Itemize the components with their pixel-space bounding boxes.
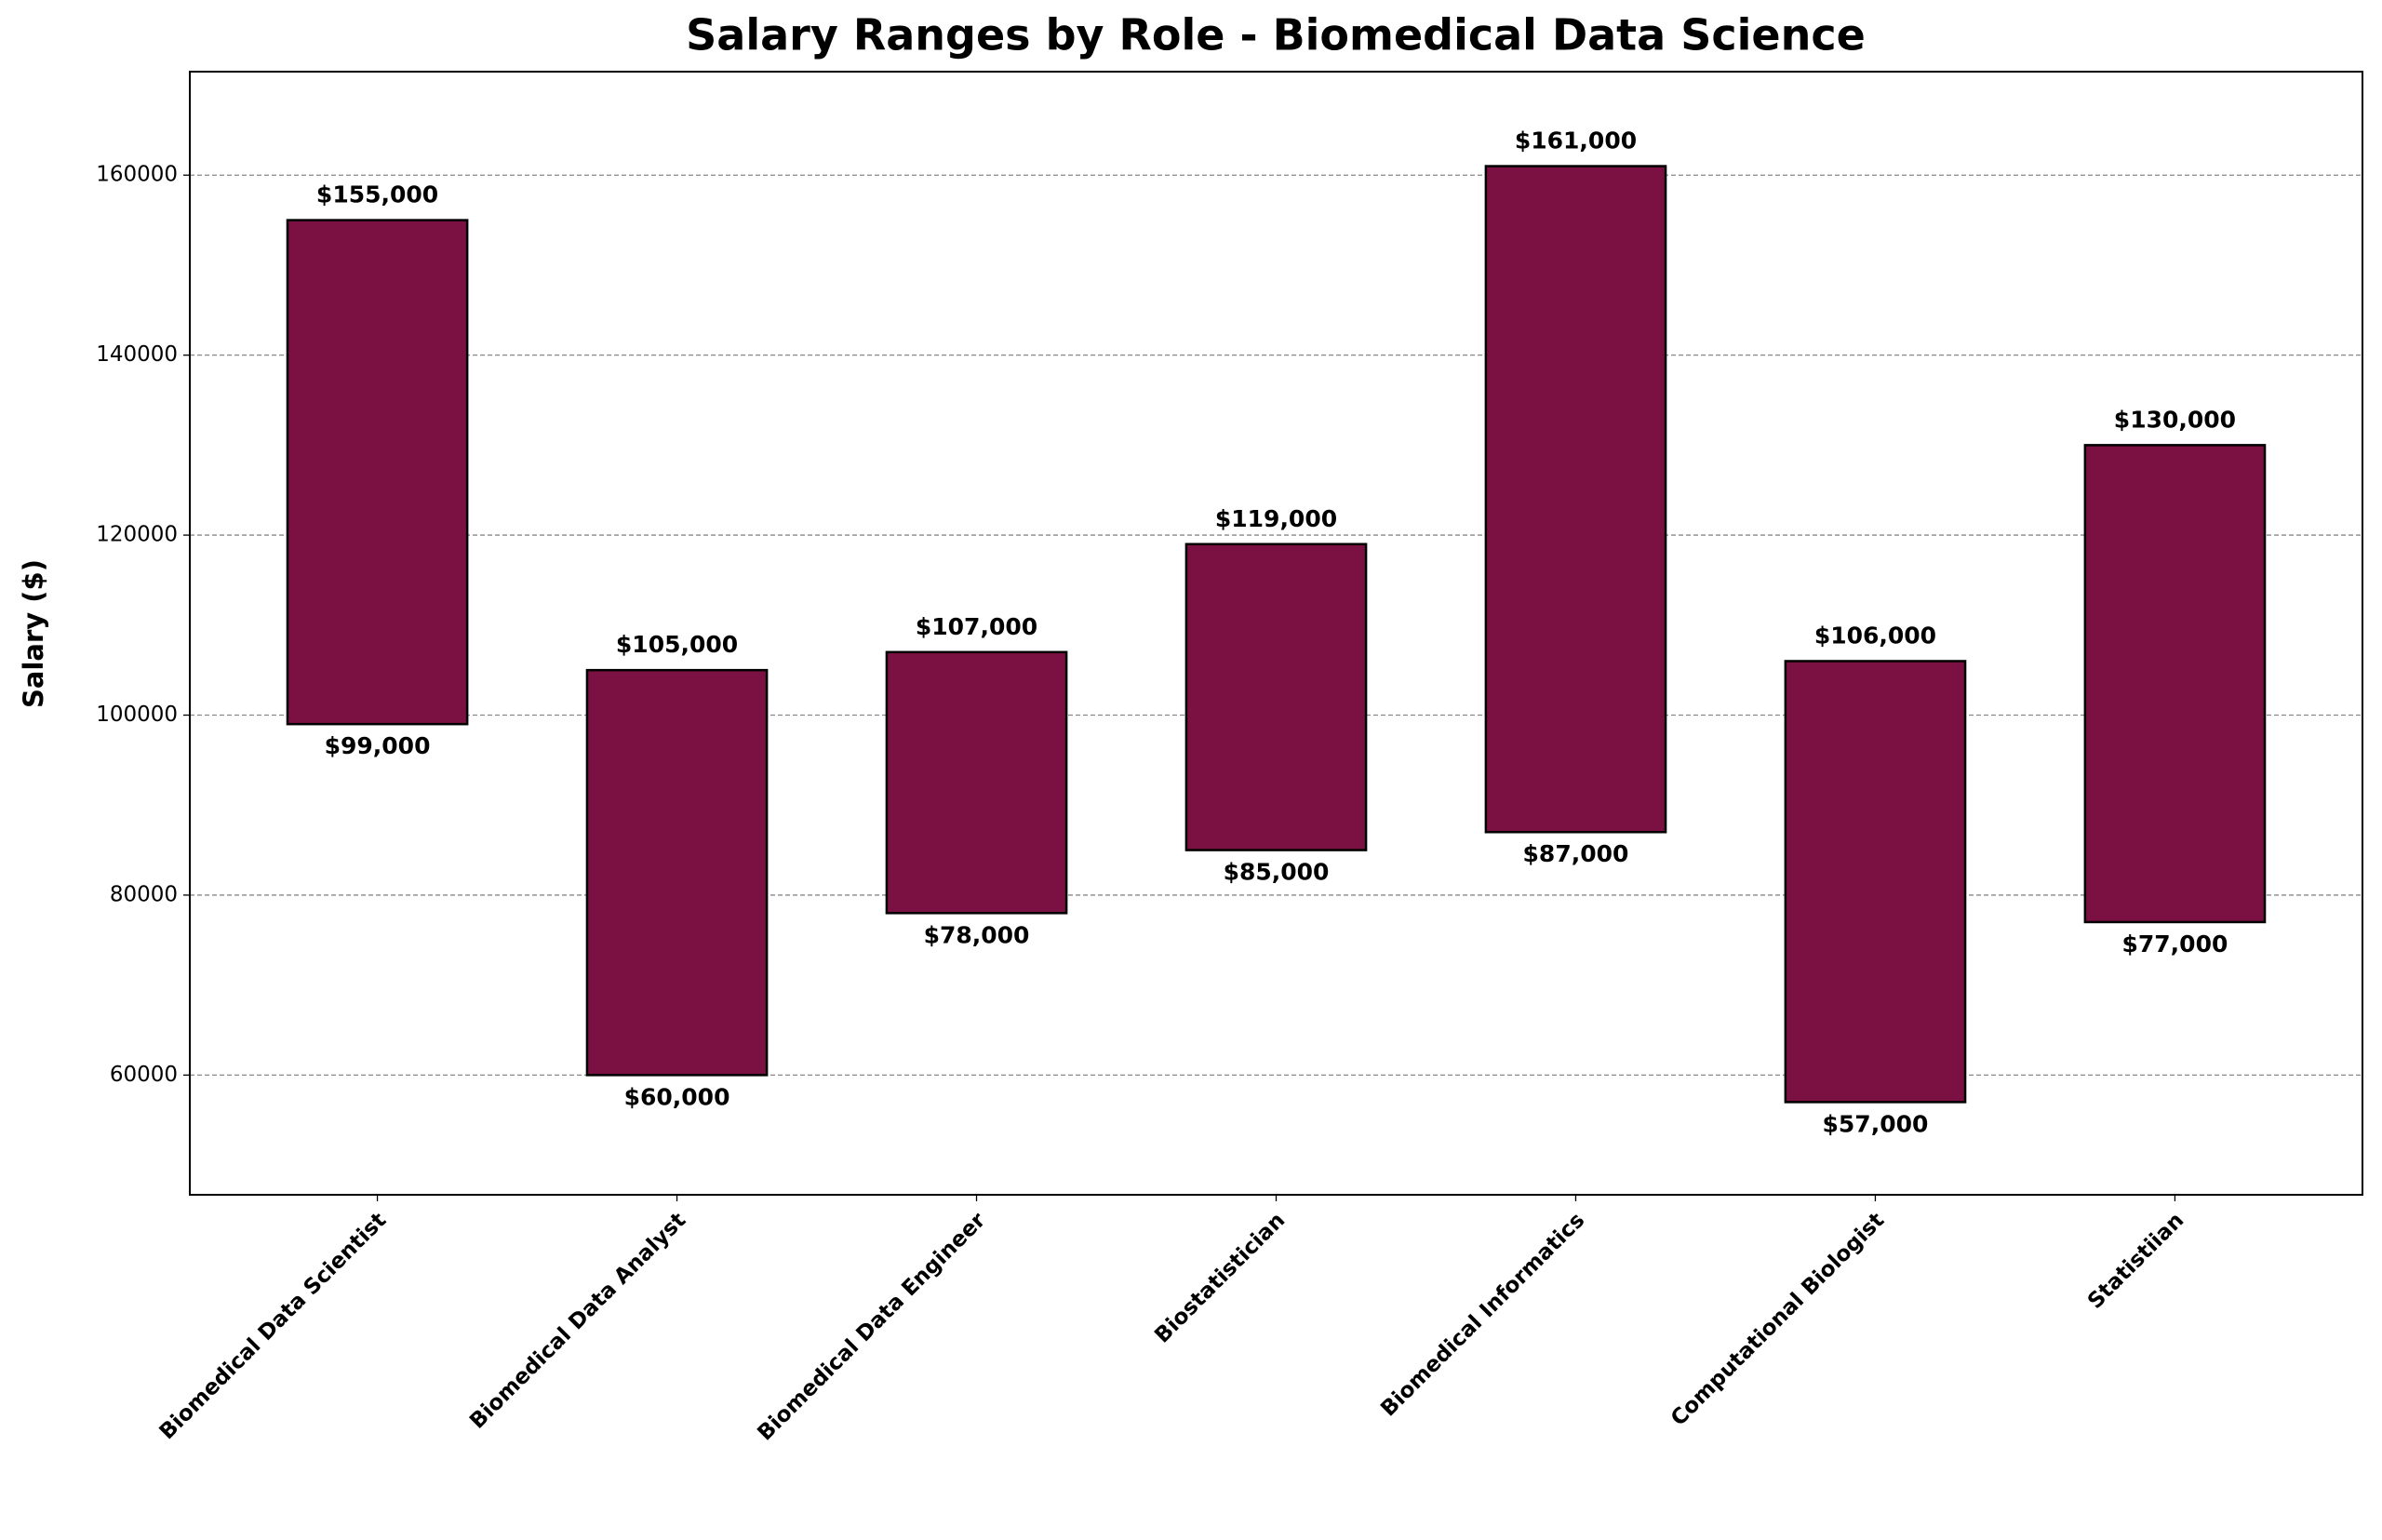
range-bar — [885, 650, 1068, 915]
low-value-label: $78,000 — [924, 921, 1030, 948]
y-tick-label: 60000 — [110, 1063, 178, 1087]
high-value-label: $119,000 — [1215, 505, 1337, 532]
high-value-label: $155,000 — [316, 181, 438, 208]
x-tick-label: Biomedical Data Analyst — [465, 1208, 690, 1433]
range-bar — [585, 668, 769, 1077]
range-bar — [1784, 660, 1967, 1104]
high-value-label: $130,000 — [2114, 406, 2236, 433]
range-bar — [1484, 165, 1667, 834]
low-value-label: $87,000 — [1523, 840, 1629, 867]
range-bar — [2083, 444, 2267, 924]
range-bar — [1184, 542, 1368, 851]
range-bar — [286, 219, 469, 726]
low-value-label: $99,000 — [325, 732, 431, 759]
x-tick-label: Biomedical Informatics — [1376, 1208, 1589, 1421]
high-value-label: $105,000 — [616, 631, 738, 658]
x-tick-label: Biostatistician — [1150, 1208, 1290, 1347]
chart-title: Salary Ranges by Role - Biomedical Data … — [686, 10, 1866, 60]
low-value-label: $60,000 — [624, 1083, 730, 1110]
x-tick-label: Computational Biologist — [1666, 1208, 1889, 1430]
y-tick-label: 120000 — [96, 523, 178, 547]
y-tick-label: 100000 — [96, 703, 178, 727]
y-tick-label: 140000 — [96, 342, 178, 367]
axes-frame — [189, 71, 2363, 1196]
y-tick-label: 80000 — [110, 882, 178, 906]
y-axis-label: Salary ($) — [18, 559, 49, 708]
high-value-label: $161,000 — [1515, 127, 1637, 154]
x-tick-label: Biomedical Data Engineer — [753, 1208, 990, 1445]
low-value-label: $85,000 — [1224, 859, 1330, 886]
low-value-label: $77,000 — [2122, 931, 2228, 957]
high-value-label: $107,000 — [916, 613, 1037, 640]
low-value-label: $57,000 — [1823, 1110, 1929, 1137]
x-tick-label: Statistiian — [2083, 1208, 2188, 1313]
x-tick-label: Biomedical Data Scientist — [155, 1208, 392, 1444]
high-value-label: $106,000 — [1814, 622, 1936, 649]
y-tick-label: 160000 — [96, 163, 178, 187]
